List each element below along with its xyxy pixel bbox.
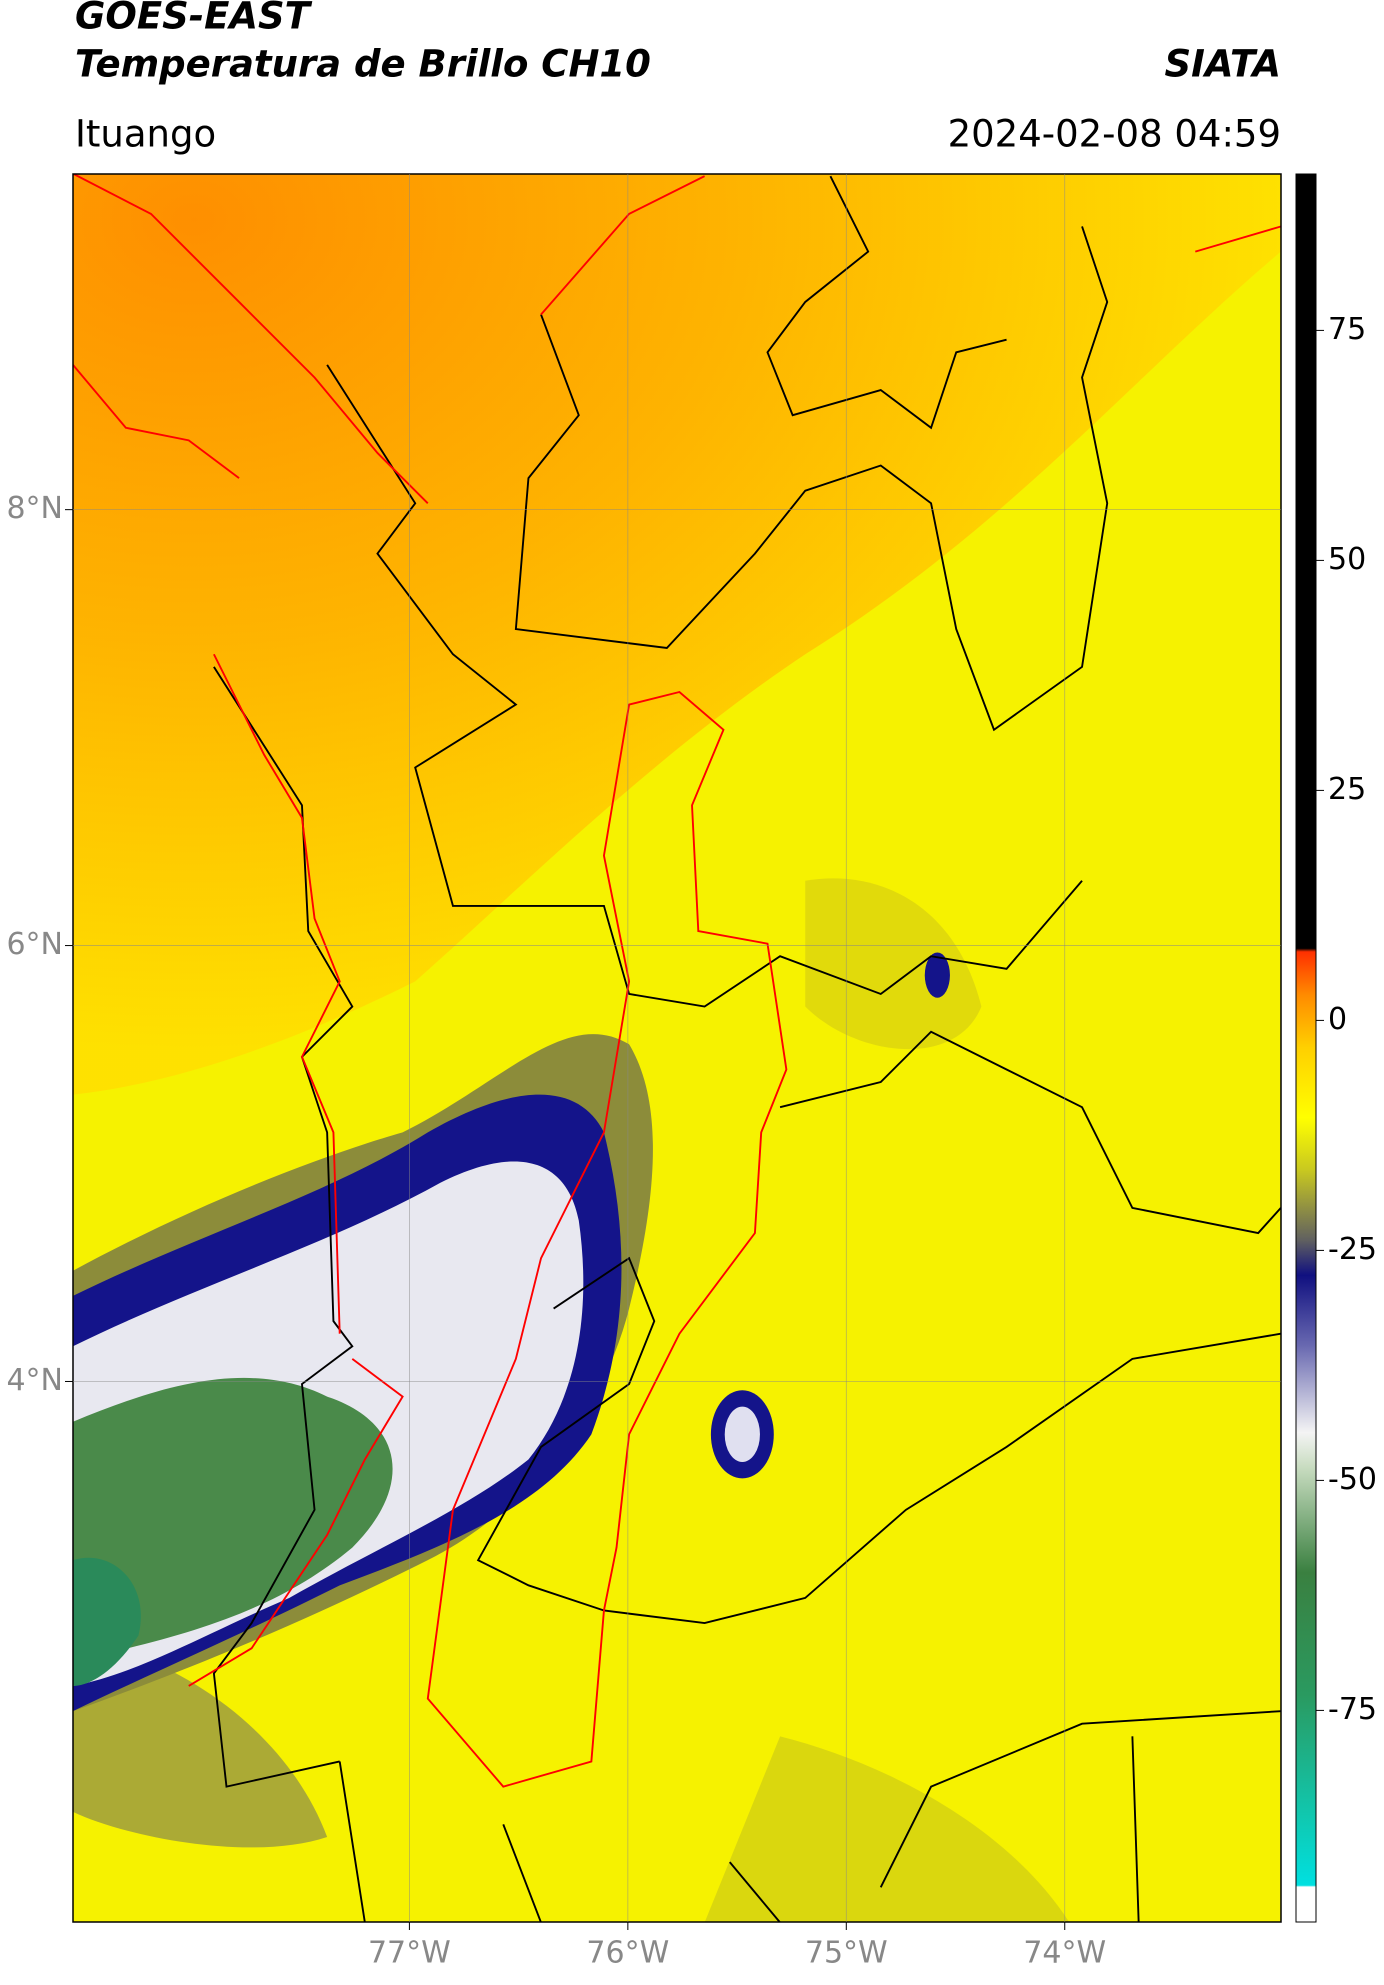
colorbar (1295, 173, 1317, 1923)
lat-tick-label: 8°N (6, 491, 63, 526)
title-line2: Temperatura de Brillo CH10 (75, 43, 651, 86)
map-frame (72, 173, 1282, 1923)
colorbar-tick-label: -75 (1328, 1692, 1377, 1727)
colorbar-tick-label: 50 (1328, 542, 1366, 577)
lon-tick-label: 77°W (368, 1936, 451, 1971)
lat-tick-label: 4°N (6, 1363, 63, 1398)
colorbar-tick-label: 0 (1328, 1002, 1347, 1037)
source: SIATA (1164, 43, 1281, 86)
lon-tick-label: 76°W (586, 1936, 669, 1971)
map-image (73, 174, 1281, 1922)
datetime: 2024-02-08 04:59 (948, 113, 1281, 156)
lat-tick-label: 6°N (6, 927, 63, 962)
colorbar-tick-label: 25 (1328, 772, 1366, 807)
lon-tick-label: 74°W (1023, 1936, 1106, 1971)
lon-tick-label: 75°W (805, 1936, 888, 1971)
region: Ituango (75, 113, 216, 156)
colorbar-tick-label: -25 (1328, 1232, 1377, 1267)
title-line1: GOES-EAST (75, 0, 313, 38)
colorbar-tick-label: -50 (1328, 1462, 1377, 1497)
colorbar-tick-label: 75 (1328, 312, 1366, 347)
